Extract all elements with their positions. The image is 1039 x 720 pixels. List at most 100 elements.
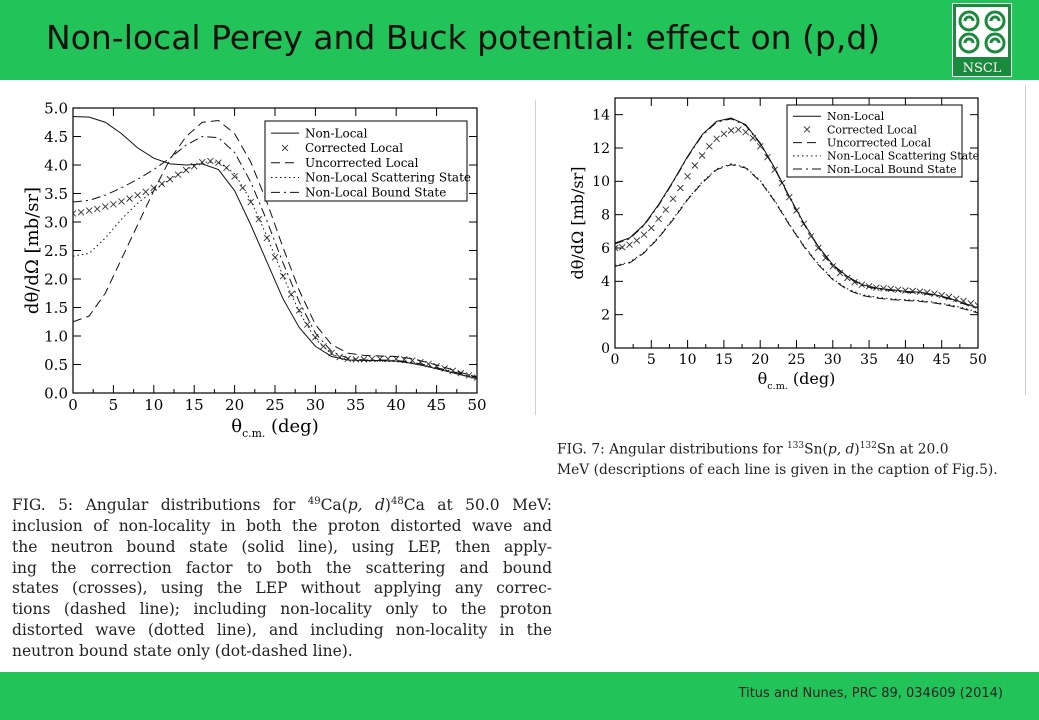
caption-fig5: FIG. 5: Angular distributions for 49Ca(p…: [12, 492, 552, 662]
data-point-cross: [691, 162, 699, 169]
data-point-cross: [615, 244, 619, 252]
divider-left: [535, 100, 536, 415]
y-tick-label: 0.5: [44, 356, 68, 374]
y-tick-label: 10: [592, 174, 610, 190]
series-line-non-local-scattering-state: [615, 163, 978, 313]
data-point-cross: [376, 355, 384, 363]
data-point-cross: [713, 135, 720, 143]
data-point-cross: [640, 231, 648, 238]
data-point-cross: [735, 126, 742, 133]
nscl-logo: NSCL: [952, 3, 1012, 77]
chart-fig7: 0 5 10 15 20 25 30 35 40 45 50 0 2 4 6 8 10 12 14 θc.m. (de…: [568, 97, 987, 392]
y-tick-label: 2.5: [44, 242, 68, 260]
data-point-cross: [974, 302, 978, 309]
data-point-cross: [720, 130, 728, 138]
x-tick-label: 50: [467, 396, 486, 414]
data-point-cross: [158, 180, 166, 188]
caption-fig5-line: ing the correction factor to both the sc…: [12, 558, 552, 577]
data-point-cross: [916, 288, 924, 295]
y-tick-label: 3.0: [44, 213, 68, 231]
data-point-cross: [858, 281, 866, 288]
logo-text: NSCL: [963, 61, 1002, 76]
caption-fig5-line: neutron bound state only (dot-dashed lin…: [12, 641, 353, 660]
series-line-uncorrected-local: [73, 120, 477, 378]
x-tick-label: 15: [715, 352, 733, 368]
data-point-cross: [662, 206, 670, 213]
data-point-cross: [618, 243, 626, 251]
data-point-cross: [126, 195, 133, 202]
x-tick-label: 45: [933, 352, 951, 368]
x-tick-label: 40: [896, 352, 914, 368]
footer-band: [0, 672, 1039, 720]
caption-fig7: FIG. 7: Angular distributions for 133Sn(…: [557, 436, 1037, 480]
series-line-non-local-bound-state: [615, 118, 978, 310]
data-point-cross: [706, 143, 713, 150]
caption-fig5-line: inclusion of non-locality in both the pr…: [12, 516, 552, 535]
legend-label: Non-Local Scattering State: [827, 150, 979, 163]
data-point-cross: [102, 203, 109, 210]
legend-label: Non-Local Scattering State: [305, 171, 471, 185]
x-tick-label: 30: [824, 352, 842, 368]
legend-label: Non-Local: [827, 110, 885, 123]
data-point-cross: [785, 193, 793, 201]
data-point-cross: [239, 184, 246, 192]
x-tick-label: 5: [647, 352, 656, 368]
data-point-cross: [473, 374, 477, 381]
y-tick-label: 0: [601, 341, 610, 357]
caption-fig5-line: tions (dashed line); including non-local…: [12, 600, 552, 619]
x-tick-label: 10: [144, 396, 163, 414]
x-tick-label: 25: [788, 352, 806, 368]
y-tick-label: 4: [601, 274, 610, 290]
caption-fig5-line: the neutron bound state (solid line), us…: [12, 537, 552, 556]
data-point-cross: [756, 143, 764, 150]
data-point-cross: [742, 128, 749, 136]
x-tick-label: 5: [109, 396, 119, 414]
data-point-cross: [677, 184, 684, 192]
legend-label: Non-Local Bound State: [305, 186, 446, 200]
data-point-cross: [287, 291, 295, 298]
caption-fig7-line2: MeV (descriptions of each line is given …: [557, 461, 998, 478]
legend-label: Uncorrected Local: [305, 156, 419, 170]
x-tick-label: 20: [751, 352, 769, 368]
x-tick-label: 40: [387, 396, 406, 414]
data-point-cross: [207, 157, 214, 165]
data-point-cross: [873, 284, 880, 291]
data-point-cross: [647, 224, 655, 232]
caption-fig7-line1: FIG. 7: Angular distributions for 133Sn(…: [557, 441, 949, 458]
x-tick-label: 0: [68, 396, 78, 414]
series-group: [73, 116, 477, 381]
data-point-cross: [829, 263, 837, 270]
x-tick-label: 0: [611, 352, 620, 368]
data-point-cross: [909, 287, 916, 295]
series-line-uncorrected-local: [615, 164, 978, 314]
x-tick-label: 15: [185, 396, 204, 414]
divider-right: [1025, 85, 1026, 395]
y-tick-label: 6: [601, 241, 610, 257]
slide-title: Non-local Perey and Buck potential: effe…: [46, 18, 881, 57]
data-point-cross: [134, 191, 141, 199]
citation: Titus and Nunes, PRC 89, 034609 (2014): [738, 686, 1003, 701]
data-point-cross: [271, 254, 279, 261]
legend-label: Corrected Local: [827, 123, 917, 136]
data-point-cross: [457, 369, 465, 377]
data-point-cross: [304, 321, 311, 328]
data-point-cross: [865, 283, 873, 290]
x-tick-label: 35: [346, 396, 365, 414]
data-point-cross: [465, 372, 473, 379]
data-point-cross: [368, 355, 376, 363]
y-tick-label: 3.5: [44, 185, 68, 203]
y-tick-label: 1.5: [44, 299, 68, 317]
data-point-cross: [633, 237, 641, 244]
data-point-cross: [231, 173, 238, 180]
footer-background: [0, 672, 1039, 720]
data-point-cross: [626, 241, 633, 248]
data-point-cross: [952, 295, 960, 303]
x-tick-label: 20: [225, 396, 244, 414]
caption-fig5-line: distorted wave (dotted line), and includ…: [12, 620, 552, 639]
y-tick-label: 14: [592, 108, 610, 124]
data-point-cross: [684, 173, 691, 180]
data-point-cross: [352, 356, 360, 363]
caption-fig5-line1: FIG. 5: Angular distributions for 49Ca(p…: [12, 496, 552, 515]
y-tick-label: 1.0: [44, 327, 68, 345]
